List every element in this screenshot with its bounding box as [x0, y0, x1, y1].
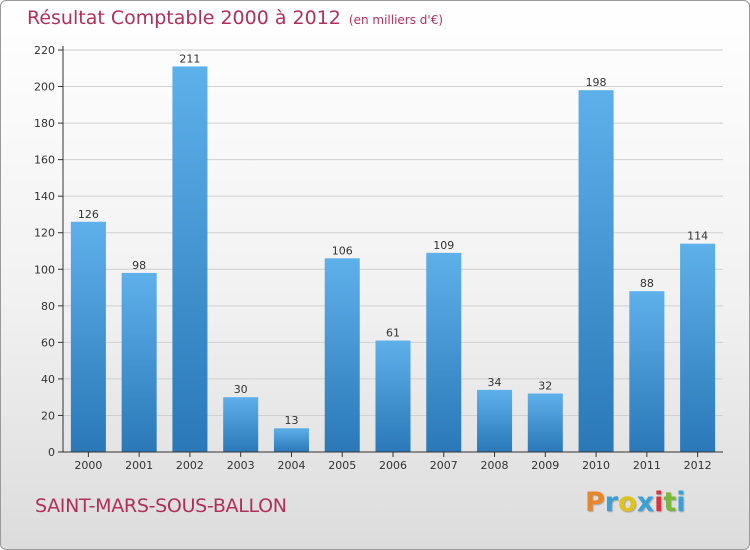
y-tick-label: 120: [34, 227, 55, 240]
bar: [273, 428, 309, 452]
commune-name: SAINT-MARS-SOUS-BALLON: [35, 495, 287, 517]
brand-letter: t: [663, 487, 677, 518]
x-tick-label: 2004: [277, 459, 305, 472]
data-label: 211: [179, 52, 200, 65]
data-label: 114: [687, 230, 708, 243]
y-tick-label: 140: [34, 190, 55, 203]
bar: [426, 252, 462, 452]
data-label: 34: [488, 376, 502, 389]
bar: [324, 258, 360, 452]
brand-letter: o: [618, 487, 637, 518]
x-tick-label: 2010: [582, 459, 610, 472]
data-label: 198: [586, 76, 607, 89]
data-label: 88: [640, 277, 654, 290]
bar: [680, 243, 716, 452]
data-label: 98: [132, 259, 146, 272]
bar: [375, 340, 411, 452]
brand-letter: x: [636, 487, 655, 518]
bar: [121, 272, 157, 452]
bars: [70, 66, 716, 452]
y-tick-label: 60: [41, 336, 55, 349]
labels: 0 20 40 60 80 100 120 140 160 180 200 220 126 2000 98 2…: [34, 44, 712, 472]
x-tick-label: 2006: [379, 459, 407, 472]
brand-letter: i: [654, 487, 664, 518]
chart-title-text: Résultat Comptable 2000 à 2012: [27, 7, 341, 29]
bar: [223, 397, 259, 452]
x-tick-label: 2001: [125, 459, 153, 472]
x-tick-label: 2008: [481, 459, 509, 472]
y-tick-label: 220: [34, 44, 55, 57]
y-tick-label: 80: [41, 300, 55, 313]
y-tick-label: 0: [48, 446, 55, 459]
x-tick-label: 2009: [531, 459, 559, 472]
bar: [527, 393, 563, 452]
x-tick-label: 2002: [176, 459, 204, 472]
data-label: 61: [386, 327, 400, 340]
brand-letter: i: [676, 487, 686, 518]
data-label: 13: [284, 414, 298, 427]
x-tick-label: 2007: [430, 459, 458, 472]
data-label: 106: [332, 244, 353, 257]
bar: [578, 90, 614, 452]
brand-logo: Proxiti: [585, 487, 686, 518]
y-tick-label: 160: [34, 154, 55, 167]
bar: [477, 389, 513, 452]
chart-title: Résultat Comptable 2000 à 2012 (en millie…: [27, 7, 443, 29]
x-tick-label: 2003: [227, 459, 255, 472]
bar: [629, 291, 665, 452]
x-tick-label: 2000: [74, 459, 102, 472]
brand-letter: P: [585, 487, 605, 518]
y-tick-label: 20: [41, 409, 55, 422]
bar: [70, 221, 106, 452]
y-tick-label: 40: [41, 373, 55, 386]
y-tick-label: 180: [34, 117, 55, 130]
data-label: 126: [78, 208, 99, 221]
y-tick-label: 100: [34, 263, 55, 276]
brand-letter: r: [604, 487, 619, 518]
y-tick-label: 200: [34, 81, 55, 94]
x-tick-label: 2012: [684, 459, 712, 472]
x-tick-label: 2005: [328, 459, 356, 472]
chart-unit-label: (en milliers d'€): [348, 13, 444, 27]
axes: [58, 46, 723, 457]
data-label: 32: [538, 380, 552, 393]
data-label: 30: [234, 383, 248, 396]
bar: [172, 66, 208, 452]
x-tick-label: 2011: [633, 459, 661, 472]
data-label: 109: [433, 239, 454, 252]
